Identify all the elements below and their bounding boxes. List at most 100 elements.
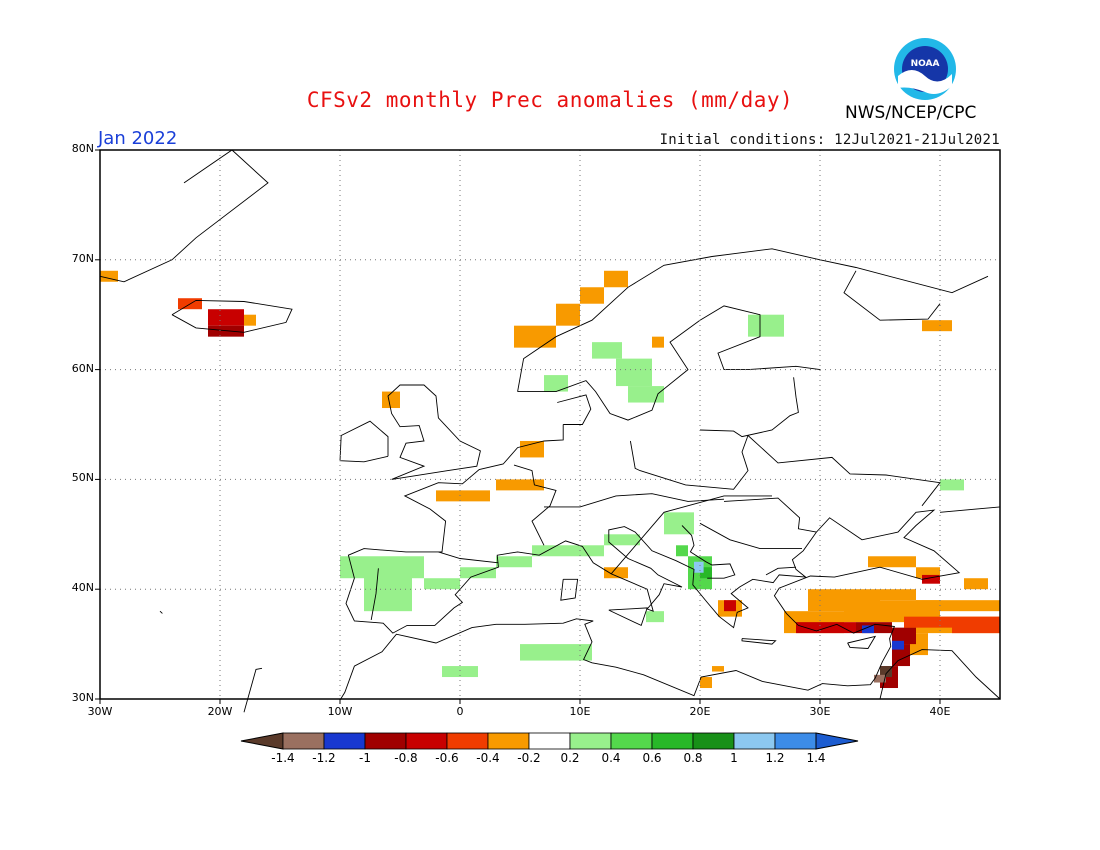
coastline [843,270,941,321]
coastline [699,377,799,438]
colorbar-segment [364,732,407,750]
anomaly-cell [604,534,640,546]
anomaly-cell [880,589,916,601]
anomaly-cell [880,666,892,678]
coastline [608,607,648,627]
map-frame [99,149,1001,700]
colorbar-label: 0.6 [642,751,662,765]
colorbar [240,732,859,750]
anomaly-cell [868,556,916,568]
anomaly-cell [436,490,490,502]
colorbar-segment [446,732,489,750]
lat-label: 70N [71,251,94,265]
colorbar-segment [610,732,653,750]
anomaly-cell [592,342,622,359]
colorbar-label: -0.2 [517,751,541,765]
anomaly-cell [460,567,496,579]
colorbar-label: 1.2 [765,751,785,765]
anomaly-cell [208,309,244,326]
anomaly-cell [646,611,664,623]
colorbar-label: -0.8 [394,751,418,765]
initial-conditions: Initial conditions: 12Jul2021-21Jul2021 [659,132,1000,148]
lat-label: 30N [71,691,94,704]
anomaly-cell [544,375,568,392]
coastline [747,435,941,507]
coastline [847,635,877,649]
anomaly-cell [520,644,592,661]
anomaly-cell [340,556,424,579]
anomaly-cell [100,270,118,282]
anomaly-cell [208,325,244,337]
anomaly-cell [724,600,736,612]
anomaly-cells [100,270,1000,689]
coastline [513,464,557,546]
colorbar-label: -1.4 [271,751,295,765]
lat-label: 40N [71,581,94,595]
coastline [560,578,579,601]
lon-label: 10E [569,705,591,718]
anomaly-cell [616,358,652,387]
colorbar-right-arrow [815,732,859,750]
colorbar-label: -0.4 [476,751,500,765]
colorbar-segment [692,732,735,750]
colorbar-left-arrow [240,732,284,750]
anomaly-cell [874,674,886,683]
coastline [939,506,1001,513]
lon-label: 10W [327,705,353,718]
colorbar-segment [651,732,694,750]
anomaly-cell [520,440,544,458]
organization-label: NWS/NCEP/CPC [845,103,977,123]
lon-label: 40E [929,705,951,718]
colorbar-label: 0.4 [601,751,621,765]
anomaly-cell [244,314,256,326]
anomaly-cell [916,600,1000,612]
anomaly-cell [604,567,628,579]
logo-text: NOAA [911,59,940,69]
colorbar-segment [733,732,776,750]
colorbar-segment [774,732,817,750]
colorbar-label: -0.6 [435,751,459,765]
coastline [610,495,772,575]
anomaly-cell [922,320,952,332]
anomaly-cell [580,287,604,304]
colorbar-label: 1 [730,751,738,765]
anomaly-cell [916,567,940,579]
lon-label: 0 [456,705,464,718]
coastline [438,551,499,564]
lon-label: 30E [809,705,831,718]
anomaly-cell [442,666,478,678]
anomaly-cell [496,556,532,568]
coastline [517,248,989,392]
anomaly-cell [700,567,712,579]
coastline [339,420,389,463]
lat-label: 80N [71,142,94,155]
lon-label: 30W [87,705,113,718]
noaa-logo: NOAA [894,38,956,100]
anomaly-cell [604,270,628,288]
coastline [765,566,797,576]
colorbar-label: -1.2 [312,751,336,765]
anomaly-cell [862,625,874,634]
anomaly-cell [964,578,988,590]
lat-label: 60N [71,361,94,375]
colorbar-label: -1 [359,751,371,765]
anomaly-cell [382,391,400,409]
colorbar-label: 1.4 [806,751,826,765]
lat-label: 50N [71,471,94,485]
anomaly-cell [496,479,544,491]
forecast-month: Jan 2022 [98,128,178,149]
coastline [159,610,163,614]
coastline [99,149,269,283]
anomaly-cell [556,303,580,326]
anomaly-cell [748,314,784,337]
colorbar-label: 0.2 [560,751,580,765]
colorbar-segment [323,732,366,750]
colorbar-segment [528,732,571,750]
anomaly-cell [514,325,556,348]
coastline [681,525,736,579]
coastline [741,638,777,645]
lon-label: 20W [207,705,233,718]
anomaly-cell [424,578,460,590]
colorbar-segment [569,732,612,750]
